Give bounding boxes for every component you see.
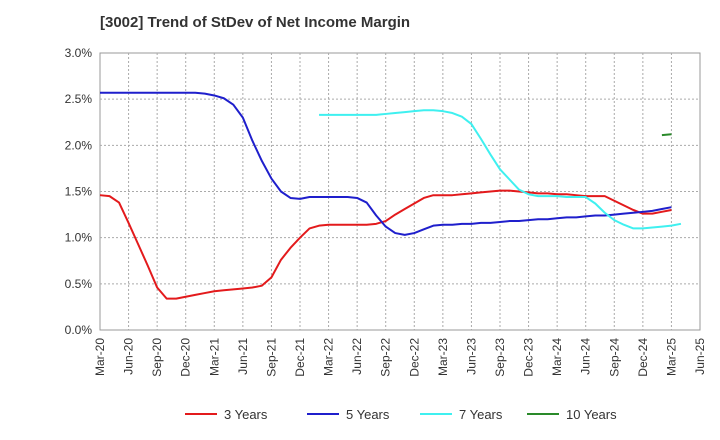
x-tick-label: Sep-23 [493, 338, 507, 377]
legend-label: 3 Years [224, 407, 268, 422]
x-tick-label: Mar-21 [207, 338, 221, 376]
x-tick-label: Mar-22 [322, 338, 336, 376]
x-tick-label: Sep-24 [607, 338, 621, 377]
legend-label: 10 Years [566, 407, 617, 422]
x-tick-label: Dec-24 [636, 338, 650, 377]
series-line-10-years [661, 133, 672, 137]
legend-label: 5 Years [346, 407, 390, 422]
y-tick-label: 1.5% [65, 185, 93, 199]
x-tick-label: Mar-24 [550, 338, 564, 376]
y-tick-label: 2.5% [65, 92, 93, 106]
x-tick-label: Jun-25 [693, 338, 707, 375]
x-tick-label: Sep-20 [150, 338, 164, 377]
x-tick-label: Mar-20 [93, 338, 107, 376]
x-tick-label: Dec-22 [407, 338, 421, 377]
series-line-7-years [319, 109, 682, 230]
y-tick-label: 0.5% [65, 277, 93, 291]
y-tick-label: 3.0% [65, 46, 93, 60]
series-line-3-years [99, 189, 672, 300]
x-tick-label: Jun-20 [122, 338, 136, 375]
x-tick-label: Dec-23 [522, 338, 536, 377]
x-tick-label: Jun-23 [464, 338, 478, 375]
series-line-5-years [100, 91, 672, 236]
y-tick-label: 1.0% [65, 231, 93, 245]
x-tick-label: Sep-21 [264, 338, 278, 377]
x-tick-label: Jun-21 [236, 338, 250, 375]
x-tick-label: Dec-21 [293, 338, 307, 377]
x-tick-label: Sep-22 [379, 338, 393, 377]
x-tick-label: Jun-22 [350, 338, 364, 375]
y-tick-label: 2.0% [65, 138, 93, 152]
chart-title: [3002] Trend of StDev of Net Income Marg… [100, 14, 411, 31]
x-tick-label: Mar-25 [664, 338, 678, 376]
x-tick-label: Jun-24 [579, 338, 593, 375]
legend-label: 7 Years [459, 407, 503, 422]
y-tick-label: 0.0% [65, 323, 93, 337]
x-tick-label: Mar-23 [436, 338, 450, 376]
x-tick-label: Dec-20 [179, 338, 193, 377]
